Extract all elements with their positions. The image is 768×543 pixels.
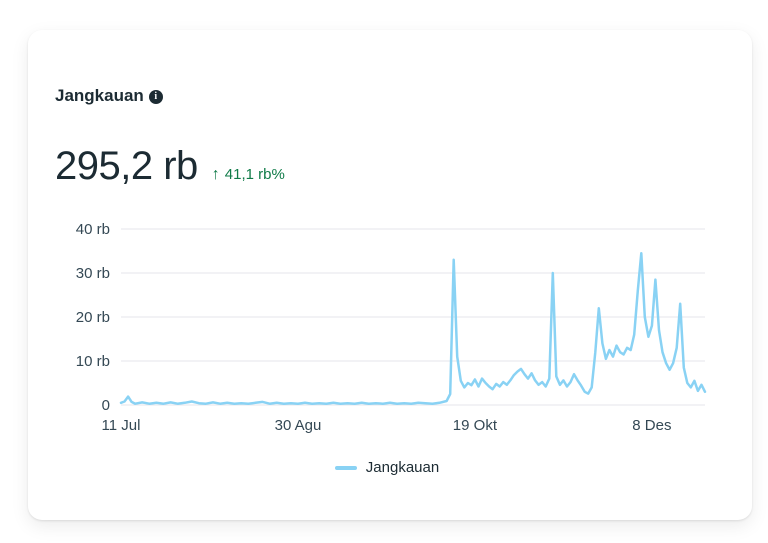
reach-chart[interactable]: 0 10 rb 20 rb 30 rb 40 rb 11 Jul 30 Agu 19 Okt 8… bbox=[55, 217, 719, 441]
svg-text:30 rb: 30 rb bbox=[76, 265, 110, 282]
svg-text:30 Agu: 30 Agu bbox=[275, 417, 322, 434]
svg-text:8 Des: 8 Des bbox=[632, 417, 671, 434]
legend-label: Jangkauan bbox=[365, 459, 440, 476]
svg-text:0: 0 bbox=[102, 397, 110, 414]
info-icon[interactable]: i bbox=[148, 89, 163, 104]
card-title: Jangkauan bbox=[55, 86, 144, 105]
svg-text:19 Okt: 19 Okt bbox=[453, 417, 498, 434]
svg-text:10 rb: 10 rb bbox=[76, 353, 110, 370]
metric-row: 295,2 rb ↑ 41,1 rb% bbox=[55, 144, 724, 189]
svg-text:20 rb: 20 rb bbox=[76, 309, 110, 326]
legend: Jangkauan bbox=[55, 459, 719, 476]
card-header: Jangkauan i bbox=[55, 86, 724, 106]
reach-card: Jangkauan i 295,2 rb ↑ 41,1 rb% 0 10 rb 20… bbox=[28, 30, 752, 520]
svg-text:40 rb: 40 rb bbox=[76, 221, 110, 238]
svg-text:11 Jul: 11 Jul bbox=[102, 417, 141, 434]
metric-delta-text: 41,1 rb% bbox=[224, 166, 285, 183]
legend-swatch-icon bbox=[334, 465, 357, 470]
trend-up-icon: ↑ bbox=[211, 166, 220, 183]
metric-delta: ↑ 41,1 rb% bbox=[212, 166, 285, 184]
chart-area: 0 10 rb 20 rb 30 rb 40 rb 11 Jul 30 Agu 19 Okt 8… bbox=[55, 217, 724, 446]
metric-value: 295,2 rb bbox=[55, 144, 198, 188]
